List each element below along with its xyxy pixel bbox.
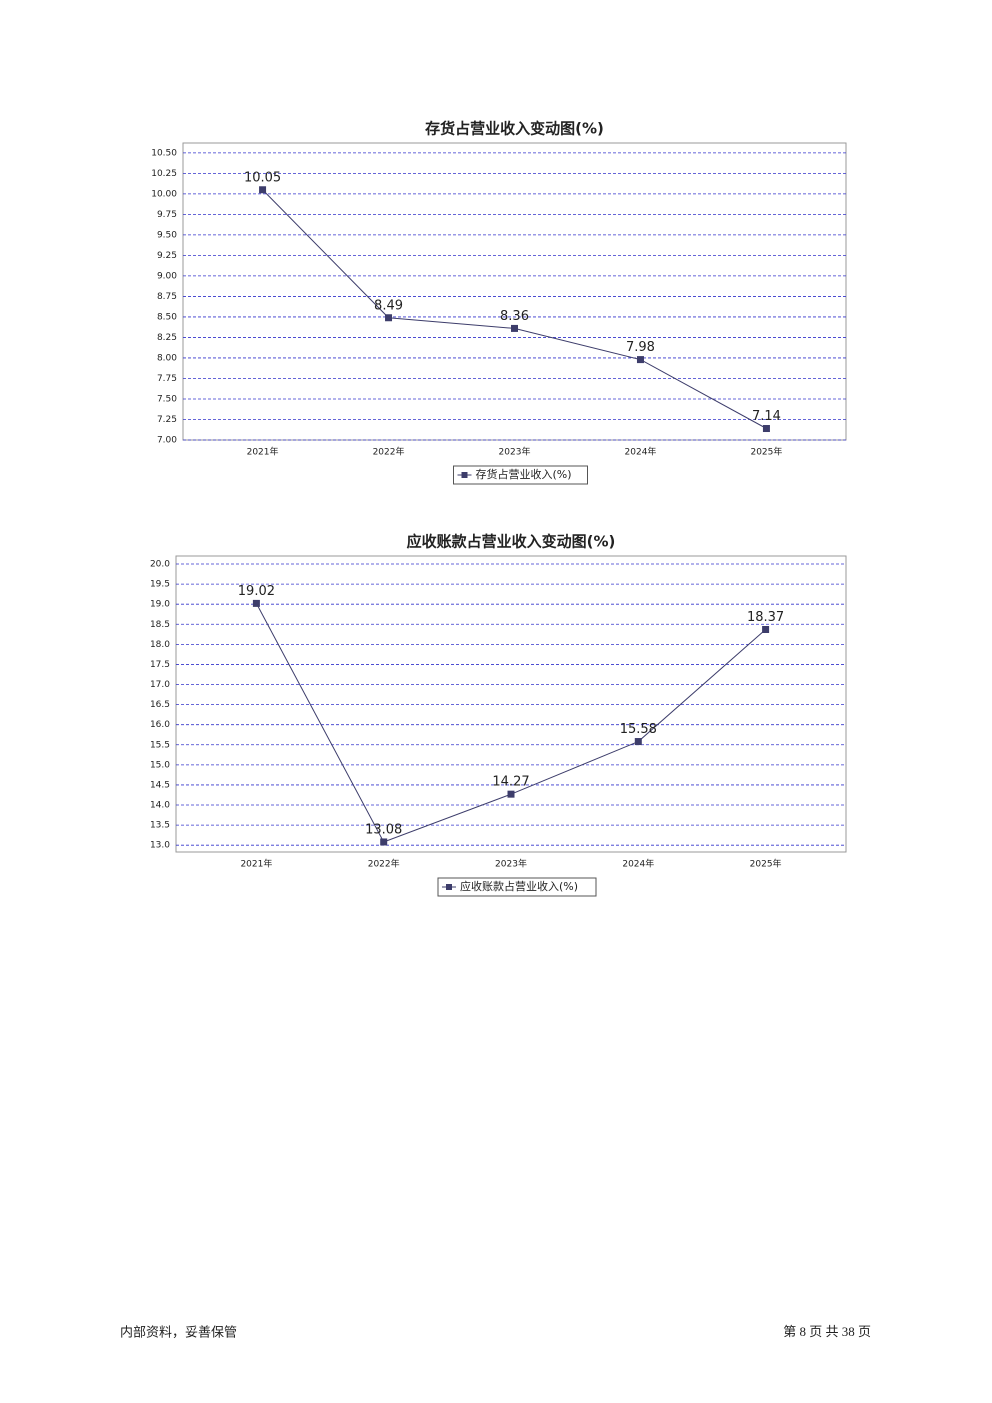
y-tick-label: 10.00: [151, 189, 177, 199]
data-label: 7.98: [626, 340, 655, 355]
data-point: [380, 838, 388, 846]
y-tick-label: 9.75: [157, 210, 177, 220]
legend-box: [453, 465, 588, 485]
plot-frame: [175, 555, 847, 853]
x-tick-label: 2024年: [625, 446, 657, 458]
data-label: 10.05: [244, 170, 281, 185]
y-tick-label: 14.0: [150, 801, 170, 811]
x-tick-label: 2023年: [499, 446, 531, 458]
x-tick-label: 2022年: [368, 858, 400, 870]
chart-title: 应收账款占营业收入变动图(%): [407, 533, 616, 551]
x-tick-label: 2025年: [750, 858, 782, 870]
y-tick-label: 13.0: [150, 841, 170, 851]
y-tick-label: 14.5: [150, 780, 170, 790]
data-point: [634, 738, 642, 746]
y-tick-label: 7.50: [157, 394, 177, 404]
x-tick-label: 2024年: [622, 858, 654, 870]
data-point: [636, 356, 644, 364]
y-tick-label: 9.50: [157, 230, 177, 240]
x-tick-label: 2023年: [495, 858, 527, 870]
y-tick-label: 17.0: [150, 680, 170, 690]
y-tick-label: 15.5: [150, 740, 170, 750]
y-tick-label: 13.5: [150, 821, 170, 831]
data-label: 14.27: [492, 775, 529, 790]
x-tick-label: 2021年: [247, 446, 279, 458]
chart-title: 存货占营业收入变动图(%): [425, 120, 604, 138]
data-point: [259, 186, 267, 194]
y-tick-label: 19.0: [150, 600, 170, 610]
y-tick-label: 18.5: [150, 620, 170, 630]
data-point: [762, 625, 770, 633]
y-tick-label: 10.25: [151, 169, 177, 179]
y-tick-label: 8.50: [157, 312, 177, 322]
y-tick-label: 9.25: [157, 251, 177, 261]
data-label: 8.36: [500, 309, 529, 324]
x-tick-label: 2022年: [373, 446, 405, 458]
legend-label: 应收账款占营业收入(%): [460, 879, 578, 893]
y-tick-label: 7.75: [157, 374, 177, 384]
y-tick-label: 8.00: [157, 353, 177, 363]
y-tick-label: 19.5: [150, 580, 170, 590]
y-tick-label: 18.0: [150, 640, 170, 650]
x-tick-label: 2025年: [750, 446, 782, 458]
y-tick-label: 17.5: [150, 660, 170, 670]
legend-marker: [461, 472, 468, 478]
legend-box: [437, 877, 597, 897]
y-tick-label: 7.00: [157, 436, 177, 446]
x-tick-label: 2021年: [240, 858, 272, 870]
y-tick-label: 16.5: [150, 700, 170, 710]
footer-left: 内部资料，妥善保管: [120, 1325, 237, 1341]
y-tick-label: 9.00: [157, 271, 177, 281]
data-point: [507, 790, 515, 798]
y-tick-label: 16.0: [150, 720, 170, 730]
y-tick-label: 8.75: [157, 292, 177, 302]
y-tick-label: 10.50: [151, 148, 177, 158]
legend-label: 存货占营业收入(%): [476, 467, 572, 481]
data-label: 7.14: [752, 409, 781, 424]
data-label: 8.49: [374, 298, 403, 313]
data-label: 19.02: [238, 584, 275, 599]
data-point: [252, 599, 260, 607]
y-tick-label: 7.25: [157, 415, 177, 425]
data-label: 13.08: [365, 822, 402, 837]
data-label: 15.58: [620, 722, 657, 737]
legend-marker: [446, 884, 452, 890]
data-point: [762, 425, 770, 433]
footer-page: 第 8 页 共 38 页: [783, 1324, 871, 1339]
data-point: [385, 314, 393, 322]
data-label: 18.37: [747, 610, 784, 625]
plot-frame: [182, 142, 847, 441]
data-point: [511, 324, 518, 332]
y-tick-label: 15.0: [150, 760, 170, 770]
y-tick-label: 8.25: [157, 333, 177, 343]
y-tick-label: 20.0: [150, 560, 170, 570]
